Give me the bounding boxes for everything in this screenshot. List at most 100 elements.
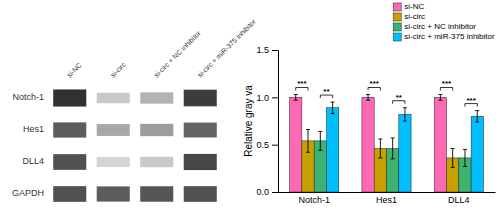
- error-bar-line: [404, 108, 405, 121]
- band: [53, 122, 86, 137]
- error-bar-line: [440, 94, 441, 100]
- y-axis: 0.0 0.5 1.0 1.5: [256, 45, 278, 197]
- x-tick-label: Notch-1: [298, 195, 330, 205]
- bar: [399, 114, 411, 192]
- error-bar-cap: [366, 94, 370, 95]
- plot-marks: [290, 94, 484, 192]
- error-bar: [403, 108, 407, 121]
- protein-label: Hes1: [23, 124, 44, 134]
- band: [184, 186, 217, 202]
- legend-label: si-circ + NC inhibitor: [404, 22, 476, 31]
- band: [53, 89, 86, 106]
- y-tick-label: 0.0: [256, 187, 269, 197]
- bar: [326, 108, 338, 192]
- error-bar-cap: [451, 167, 455, 168]
- lane-label: si-circ + miR-375 inhibitor: [196, 17, 257, 78]
- error-bar: [463, 149, 467, 166]
- error-bar-cap: [378, 157, 382, 158]
- x-tick-label: DLL4: [448, 195, 470, 205]
- legend-swatch: [393, 23, 401, 31]
- error-bar-cap: [438, 100, 442, 101]
- band: [53, 154, 86, 170]
- x-axis-line: [279, 192, 496, 193]
- error-bar-cap: [403, 107, 407, 108]
- error-bar: [294, 94, 298, 100]
- bar-panel: 0.0 0.5 1.0 1.5 Notch-1 Hes1 DLL4 Relative gray…: [243, 2, 496, 205]
- band: [140, 92, 173, 103]
- band: [97, 124, 130, 136]
- y-tick-mark: [272, 145, 278, 146]
- error-bar: [378, 139, 382, 158]
- x-tick: DLL4: [448, 192, 470, 205]
- band: [97, 157, 130, 167]
- significance-label: **: [323, 87, 330, 96]
- y-tick: 1.0: [256, 93, 278, 103]
- error-bar-cap: [391, 138, 395, 139]
- band: [184, 123, 217, 138]
- y-tick: 0.0: [256, 187, 278, 197]
- legend: si-NCsi-circsi-circ + NC inhibitorsi-cir…: [393, 2, 495, 41]
- significance-label: **: [396, 93, 403, 102]
- error-bar: [318, 131, 322, 150]
- error-bar-cap: [306, 152, 310, 153]
- x-tick-label: Hes1: [376, 195, 397, 205]
- significance-label: ***: [466, 96, 476, 105]
- error-bar-cap: [366, 100, 370, 101]
- bar: [362, 97, 374, 192]
- y-axis-line: [272, 51, 279, 193]
- error-bar-cap: [463, 166, 467, 167]
- lane-label: si-circ + NC inhibitor: [153, 29, 203, 79]
- y-tick-mark: [272, 50, 278, 51]
- error-bar-line: [477, 111, 478, 122]
- error-bar-cap: [475, 121, 479, 122]
- y-tick: 0.5: [256, 140, 278, 150]
- error-bar-line: [332, 102, 333, 113]
- error-bar: [438, 94, 442, 100]
- legend-swatch: [393, 13, 401, 21]
- y-tick-mark: [272, 97, 278, 98]
- error-bar-line: [295, 94, 296, 100]
- error-bar-cap: [475, 110, 479, 111]
- error-bar-line: [380, 139, 381, 158]
- error-bar-line: [392, 138, 393, 159]
- error-bar-cap: [306, 129, 310, 130]
- error-bar: [391, 138, 395, 159]
- significance: ****************: [296, 79, 478, 106]
- error-bar-cap: [451, 148, 455, 149]
- x-axis: Notch-1 Hes1 DLL4: [279, 192, 496, 205]
- legend-label: si-circ + miR-375 inhibitor: [404, 32, 495, 41]
- blot-panel: si-NCsi-circsi-circ + NC inhibitorsi-cir…: [12, 17, 257, 202]
- band: [97, 93, 130, 103]
- error-bar: [366, 94, 370, 100]
- y-tick: 1.5: [256, 45, 278, 55]
- y-tick-mark: [272, 192, 278, 193]
- error-bar: [475, 111, 479, 122]
- y-axis-title: Relative gray va: [243, 85, 254, 157]
- error-bar-cap: [378, 138, 382, 139]
- error-bar-line: [308, 130, 309, 153]
- figure: si-NCsi-circsi-circ + NC inhibitorsi-cir…: [0, 0, 500, 214]
- y-tick-label: 1.5: [256, 45, 269, 55]
- protein-label: DLL4: [22, 156, 44, 166]
- error-bar-cap: [391, 158, 395, 159]
- error-bar-line: [320, 131, 321, 150]
- legend-entry: si-circ: [393, 12, 425, 21]
- legend-swatch: [393, 3, 401, 11]
- protein-label: Notch-1: [12, 92, 44, 102]
- y-tick-label: 0.5: [256, 140, 269, 150]
- legend-entry: si-NC: [393, 2, 424, 11]
- significance-label: ***: [370, 79, 380, 88]
- lane-label: si-NC: [66, 61, 83, 78]
- error-bar-cap: [438, 94, 442, 95]
- error-bar-line: [464, 149, 465, 166]
- legend-entry: si-circ + NC inhibitor: [393, 22, 476, 31]
- error-bar-cap: [463, 149, 467, 150]
- bar: [434, 97, 446, 192]
- error-bar: [451, 148, 455, 167]
- error-bar-cap: [294, 100, 298, 101]
- error-bar-cap: [403, 121, 407, 122]
- band: [184, 90, 217, 107]
- band: [184, 154, 217, 170]
- significance-label: ***: [297, 79, 307, 88]
- error-bar-line: [452, 148, 453, 167]
